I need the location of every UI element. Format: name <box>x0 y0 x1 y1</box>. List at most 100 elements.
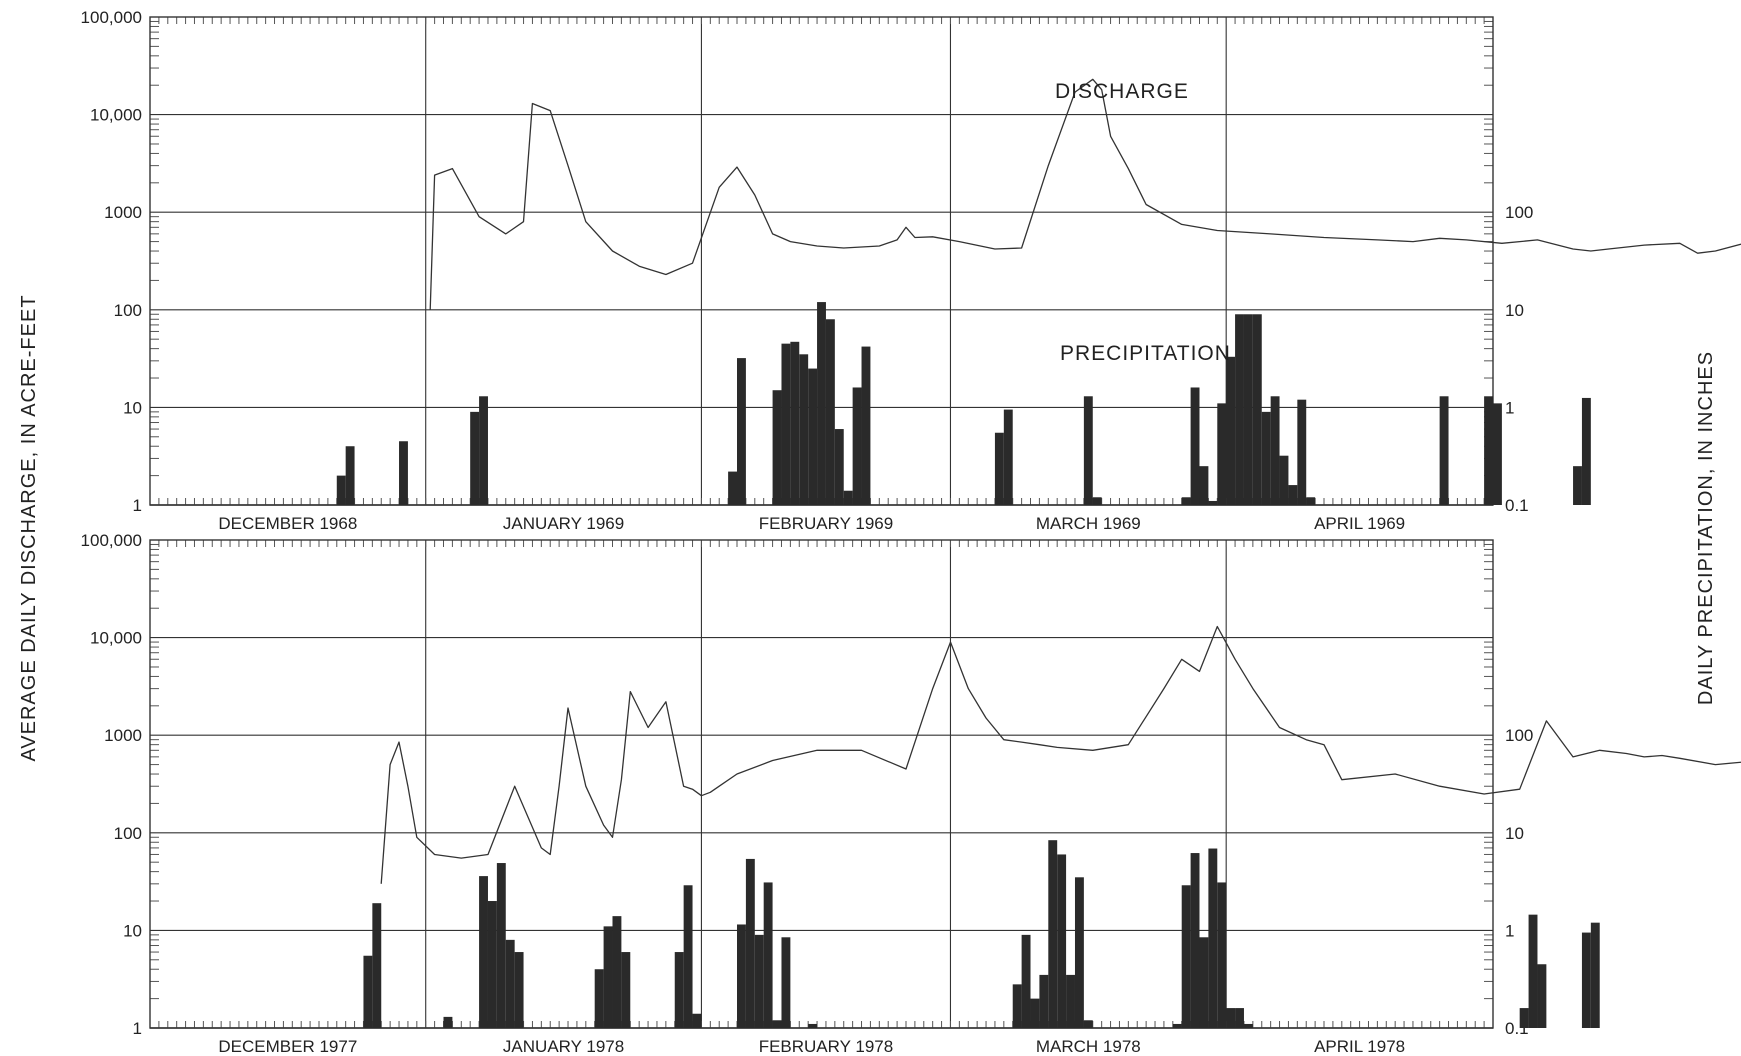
precipitation-bar <box>1590 922 1600 1028</box>
precipitation-bar <box>514 952 524 1028</box>
precipitation-bar <box>1581 932 1591 1028</box>
precipitation-bar <box>1199 466 1209 505</box>
precipitation-bar <box>1083 396 1093 505</box>
precipitation-bar <box>594 969 604 1028</box>
right-tick-label: 10 <box>1505 824 1524 843</box>
precipitation-bar <box>754 934 764 1028</box>
month-label: JANUARY 1969 <box>503 514 624 533</box>
precipitation-bar <box>1226 356 1236 505</box>
month-label: APRIL 1978 <box>1314 1037 1405 1056</box>
precipitation-bar <box>825 319 835 505</box>
left-tick-label: 1000 <box>104 726 142 745</box>
left-axis-title: AVERAGE DAILY DISCHARGE, IN ACRE-FEET <box>18 294 40 761</box>
precipitation-bar <box>470 411 480 505</box>
plot-frame <box>149 539 1494 1029</box>
month-label: MARCH 1969 <box>1036 514 1141 533</box>
precipitation-bar <box>1092 497 1102 505</box>
discharge-line <box>380 625 1741 884</box>
precipitation-bar <box>692 1013 702 1028</box>
month-label: DECEMBER 1968 <box>218 514 357 533</box>
precipitation-bar <box>363 955 373 1028</box>
month-label: FEBRUARY 1969 <box>759 514 894 533</box>
precipitation-bar <box>772 390 782 505</box>
left-tick-label: 10 <box>123 398 142 417</box>
month-label: FEBRUARY 1978 <box>759 1037 894 1056</box>
month-label: MARCH 1978 <box>1036 1037 1141 1056</box>
precipitation-bar <box>479 396 488 505</box>
precipitation-bar <box>1030 998 1040 1028</box>
precipitation-bar <box>1573 466 1582 505</box>
discharge-line <box>429 78 1741 310</box>
precipitation-bar <box>1270 396 1280 505</box>
precipitation-bar <box>612 916 622 1028</box>
precipitation-bar <box>1484 396 1493 505</box>
precipitation-bar <box>1252 314 1262 505</box>
precipitation-bar <box>1226 1008 1236 1028</box>
precipitation-bar <box>345 446 355 505</box>
precipitation-bar <box>1066 974 1075 1028</box>
left-tick-label: 100,000 <box>81 8 142 27</box>
precipitation-bar <box>1217 403 1227 505</box>
left-tick-label: 10,000 <box>90 106 142 125</box>
precipitation-bar <box>817 302 826 505</box>
precipitation-bar <box>1537 964 1547 1028</box>
precipitation-bar <box>763 882 773 1028</box>
precipitation-bar <box>1243 314 1253 505</box>
month-label: DECEMBER 1977 <box>218 1037 357 1056</box>
precipitation-bar <box>1208 848 1218 1028</box>
precipitation-bar <box>1235 314 1244 505</box>
precipitation-bar <box>674 952 684 1028</box>
precipitation-bar <box>1581 397 1591 505</box>
precipitation-bar <box>1439 396 1449 505</box>
precipitation-bar <box>799 354 809 505</box>
precipitation-bar <box>1074 877 1084 1028</box>
precipitation-bar <box>1208 500 1218 505</box>
precipitation-bar <box>1297 399 1307 505</box>
precipitation-bar <box>1288 485 1298 505</box>
panel-1977-1978: 110100100010,000100,0000.1110100DECEMBER… <box>81 531 1741 1056</box>
precipitation-bar <box>1279 455 1289 505</box>
precipitation-bar <box>808 368 818 505</box>
precipitation-bar <box>808 1023 818 1028</box>
precipitation-bar <box>1172 1023 1182 1028</box>
precipitation-bar <box>737 924 746 1028</box>
precipitation-bar <box>1021 934 1031 1028</box>
right-tick-label: 100 <box>1505 726 1533 745</box>
precipitation-bar <box>1003 409 1013 505</box>
precipitation-bar <box>861 346 871 505</box>
panel-1968-1969: 1 10 100 1000 10,000 100,000 0.1 1 10 100 DECEMBER… <box>81 8 1741 533</box>
right-tick-label: 1 <box>1505 398 1514 417</box>
precipitation-bar <box>852 387 862 505</box>
precipitation-bar <box>994 432 1004 505</box>
precipitation-bar <box>683 885 693 1028</box>
precipitation-bar <box>1306 497 1316 505</box>
month-label: JANUARY 1978 <box>503 1037 624 1056</box>
right-axis-title: DAILY PRECIPITATION, IN INCHES <box>1695 351 1717 705</box>
precipitation-bar <box>621 952 631 1028</box>
precipitation-bar <box>336 475 346 505</box>
left-tick-label: 1 <box>133 1019 142 1038</box>
precipitation-bar <box>443 1016 453 1028</box>
precipitation-bar <box>790 341 800 505</box>
precipitation-bar <box>487 901 497 1028</box>
precipitation-bar <box>399 441 408 505</box>
left-tick-label: 1000 <box>104 203 142 222</box>
precipitation-bar <box>1048 840 1058 1028</box>
precipitation-bar <box>1181 497 1191 505</box>
precipitation-bar <box>737 358 746 505</box>
precipitation-bar <box>1243 1023 1253 1028</box>
precipitation-bar <box>1190 387 1200 505</box>
precipitation-bar <box>781 343 791 505</box>
precipitation-bar <box>781 937 791 1028</box>
left-tick-label: 100 <box>114 824 142 843</box>
precipitation-bar <box>1519 1008 1529 1028</box>
precipitation-bar <box>1528 914 1538 1028</box>
precipitation-bar <box>728 471 738 505</box>
precipitation-bar <box>1261 411 1271 505</box>
precipitation-bar <box>1083 1020 1093 1028</box>
precipitation-bar <box>1199 937 1209 1028</box>
month-label: APRIL 1969 <box>1314 514 1405 533</box>
precipitation-bar <box>1493 403 1502 505</box>
precipitation-bar <box>1057 854 1067 1028</box>
